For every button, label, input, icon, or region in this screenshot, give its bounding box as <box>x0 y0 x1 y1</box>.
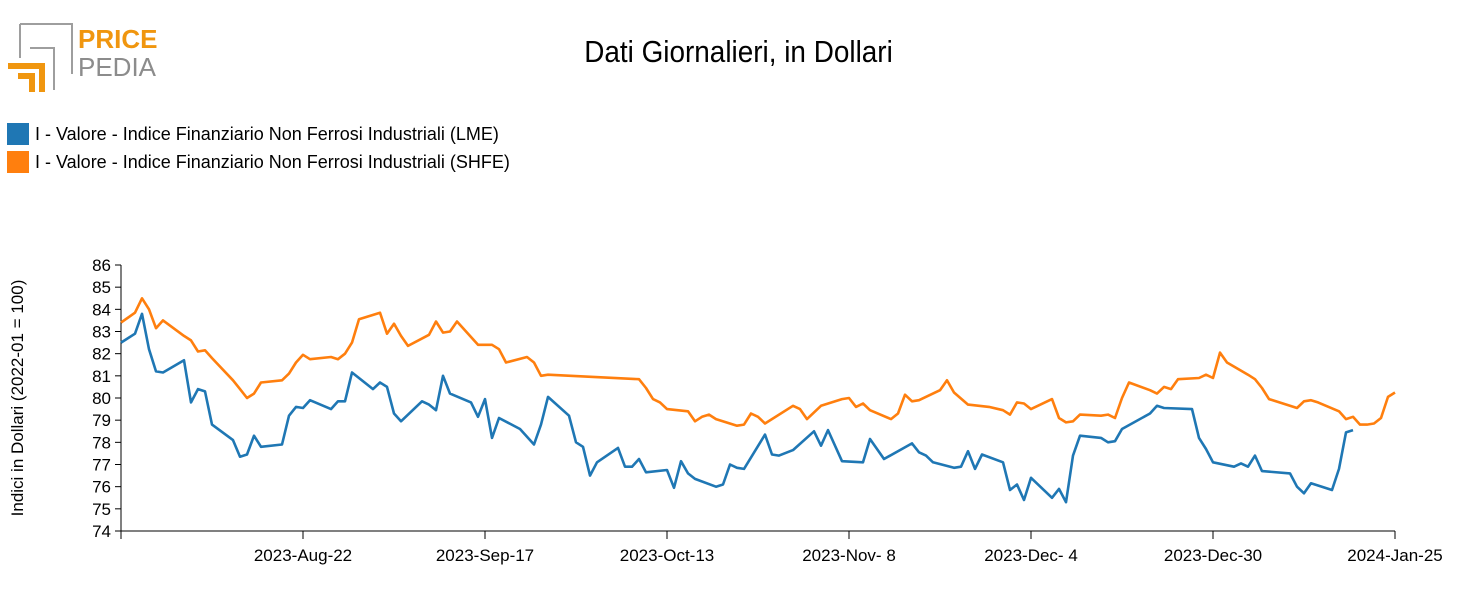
y-tick-label: 75 <box>92 500 111 519</box>
y-tick-label: 83 <box>92 323 111 342</box>
y-tick-label: 85 <box>92 278 111 297</box>
y-tick-label: 76 <box>92 478 111 497</box>
y-tick-label: 79 <box>92 411 111 430</box>
legend-item-shfe[interactable]: I - Valore - Indice Finanziario Non Ferr… <box>7 148 510 176</box>
y-axis: 74 75 76 77 78 79 80 81 82 83 84 85 86 <box>92 256 122 541</box>
y-tick-label: 82 <box>92 345 111 364</box>
series-line-lme <box>120 312 1354 504</box>
x-tick-label: 2023-Dec- 4 <box>984 546 1078 565</box>
y-tick-label: 78 <box>92 433 111 452</box>
legend: I - Valore - Indice Finanziario Non Ferr… <box>7 120 510 176</box>
y-tick-label: 81 <box>92 367 111 386</box>
x-tick-label: 2023-Sep-17 <box>436 546 534 565</box>
legend-swatch-shfe <box>7 151 29 173</box>
legend-swatch-lme <box>7 123 29 145</box>
y-tick-label: 74 <box>92 522 111 541</box>
y-tick-label: 86 <box>92 256 111 275</box>
x-tick-label: 2024-Jan-25 <box>1347 546 1442 565</box>
legend-label-lme: I - Valore - Indice Finanziario Non Ferr… <box>35 123 499 144</box>
y-tick-label: 84 <box>92 300 111 319</box>
logo-text-pedia: PEDIA <box>78 52 157 82</box>
y-axis-label: Indici in Dollari (2022-01 = 100) <box>8 280 27 517</box>
logo-mark <box>8 23 73 92</box>
x-tick-label: 2023-Aug-22 <box>254 546 352 565</box>
y-tick-label: 77 <box>92 456 111 475</box>
series-line-shfe <box>120 297 1396 427</box>
legend-label-shfe: I - Valore - Indice Finanziario Non Ferr… <box>35 151 510 172</box>
y-tick-label: 80 <box>92 389 111 408</box>
x-tick-label: 2023-Nov- 8 <box>802 546 896 565</box>
chart-title: Dati Giornalieri, in Dollari <box>584 34 893 69</box>
series-lines <box>120 297 1396 504</box>
legend-item-lme[interactable]: I - Valore - Indice Finanziario Non Ferr… <box>7 120 510 148</box>
x-axis: 2023-Aug-22 2023-Sep-17 2023-Oct-13 2023-No… <box>120 530 1443 565</box>
x-tick-label: 2023-Dec-30 <box>1164 546 1262 565</box>
x-tick-label: 2023-Oct-13 <box>620 546 715 565</box>
pricepedia-logo: PRICE PEDIA <box>8 23 157 92</box>
logo-text-price: PRICE <box>78 24 157 54</box>
